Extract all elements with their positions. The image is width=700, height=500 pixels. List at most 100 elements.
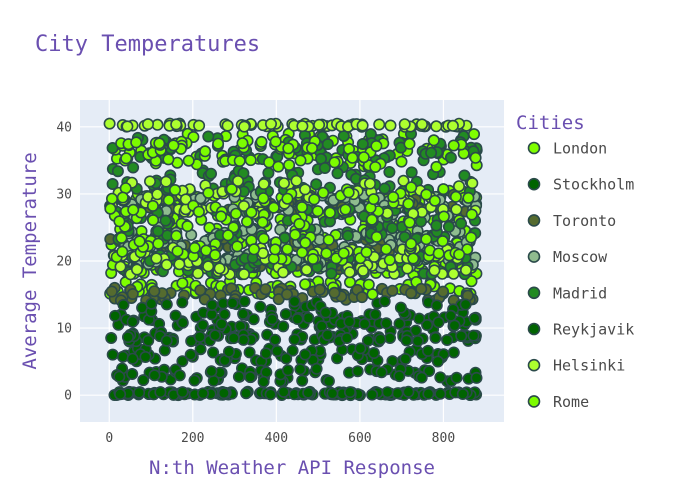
marker-reykjavik bbox=[240, 387, 253, 400]
marker-reykjavik bbox=[254, 300, 267, 313]
marker-rome bbox=[360, 246, 373, 259]
marker-stockholm bbox=[184, 348, 197, 361]
marker-helsinki bbox=[191, 267, 204, 280]
marker-rome bbox=[230, 207, 243, 220]
marker-helsinki bbox=[151, 188, 164, 201]
marker-reykjavik bbox=[302, 311, 315, 324]
marker-rome bbox=[420, 233, 433, 246]
marker-london bbox=[465, 275, 478, 288]
marker-reykjavik bbox=[441, 333, 454, 346]
marker-rome bbox=[405, 181, 418, 194]
marker-reykjavik bbox=[430, 299, 443, 312]
marker-reykjavik bbox=[117, 298, 130, 311]
marker-rome bbox=[357, 151, 370, 164]
marker-stockholm bbox=[421, 318, 434, 331]
marker-rome bbox=[436, 235, 449, 248]
marker-rome bbox=[367, 193, 380, 206]
marker-rome bbox=[295, 201, 308, 214]
marker-helsinki bbox=[179, 193, 192, 206]
marker-stockholm bbox=[421, 344, 434, 357]
marker-helsinki bbox=[221, 119, 234, 132]
marker-rome bbox=[323, 206, 336, 219]
marker-rome bbox=[369, 161, 382, 174]
marker-rome bbox=[305, 142, 318, 155]
marker-rome bbox=[167, 139, 180, 152]
marker-helsinki bbox=[144, 175, 157, 188]
marker-madrid bbox=[454, 217, 467, 230]
y-tick-label: 10 bbox=[56, 322, 72, 337]
marker-reykjavik bbox=[237, 333, 250, 346]
marker-stockholm bbox=[188, 374, 201, 387]
marker-madrid bbox=[405, 166, 418, 179]
marker-rome bbox=[202, 186, 215, 199]
marker-helsinki bbox=[193, 119, 206, 132]
marker-reykjavik bbox=[374, 333, 387, 346]
marker-rome bbox=[432, 247, 445, 260]
marker-reykjavik bbox=[266, 313, 279, 326]
marker-reykjavik bbox=[343, 315, 356, 328]
marker-stockholm bbox=[113, 370, 126, 383]
marker-reykjavik bbox=[340, 331, 353, 344]
marker-madrid bbox=[430, 219, 443, 232]
marker-rome bbox=[383, 254, 396, 267]
marker-helsinki bbox=[452, 180, 465, 193]
x-tick-label: 200 bbox=[181, 431, 204, 446]
marker-rome bbox=[289, 228, 302, 241]
y-tick-label: 30 bbox=[56, 187, 72, 202]
legend-item-helsinki: Helsinki bbox=[553, 357, 625, 375]
marker-reykjavik bbox=[193, 330, 206, 343]
marker-helsinki bbox=[356, 119, 369, 132]
marker-rome bbox=[293, 217, 306, 230]
marker-rome bbox=[465, 208, 478, 221]
marker-stockholm bbox=[322, 375, 335, 388]
marker-reykjavik bbox=[432, 316, 445, 329]
marker-toronto bbox=[126, 287, 139, 300]
marker-helsinki bbox=[213, 262, 226, 275]
marker-reykjavik bbox=[413, 312, 426, 325]
marker-reykjavik bbox=[391, 387, 404, 400]
marker-reykjavik bbox=[122, 331, 135, 344]
marker-stockholm bbox=[207, 346, 220, 359]
marker-stockholm bbox=[106, 348, 119, 361]
marker-rome bbox=[106, 192, 119, 205]
marker-rome bbox=[461, 243, 474, 256]
marker-reykjavik bbox=[459, 298, 472, 311]
marker-rome bbox=[281, 243, 294, 256]
legend-item-london: London bbox=[553, 140, 607, 158]
marker-madrid bbox=[458, 169, 471, 182]
marker-reykjavik bbox=[361, 334, 374, 347]
marker-stockholm bbox=[176, 355, 189, 368]
marker-helsinki bbox=[430, 120, 443, 133]
marker-toronto bbox=[405, 287, 418, 300]
marker-stockholm bbox=[431, 355, 444, 368]
marker-madrid bbox=[318, 162, 331, 175]
marker-reykjavik bbox=[448, 319, 461, 332]
marker-rome bbox=[308, 193, 321, 206]
marker-madrid bbox=[356, 138, 369, 151]
marker-helsinki bbox=[343, 266, 356, 279]
marker-stockholm bbox=[281, 364, 294, 377]
legend-marker-stockholm bbox=[527, 177, 541, 191]
marker-rome bbox=[162, 194, 175, 207]
marker-stockholm bbox=[257, 375, 270, 388]
marker-helsinki bbox=[160, 258, 173, 271]
marker-reykjavik bbox=[206, 298, 219, 311]
marker-rome bbox=[403, 216, 416, 229]
marker-helsinki bbox=[373, 118, 386, 131]
marker-rome bbox=[437, 183, 450, 196]
marker-reykjavik bbox=[381, 386, 394, 399]
marker-reykjavik bbox=[358, 317, 371, 330]
marker-rome bbox=[267, 201, 280, 214]
marker-london bbox=[176, 277, 189, 290]
marker-rome bbox=[269, 135, 282, 148]
marker-reykjavik bbox=[402, 385, 415, 398]
marker-helsinki bbox=[415, 118, 428, 131]
marker-helsinki bbox=[459, 264, 472, 277]
marker-london bbox=[467, 128, 480, 141]
chart-title: City Temperatures bbox=[35, 32, 260, 57]
marker-reykjavik bbox=[456, 387, 469, 400]
marker-stockholm bbox=[244, 370, 257, 383]
marker-stockholm bbox=[296, 374, 309, 387]
marker-reykjavik bbox=[109, 309, 122, 322]
marker-stockholm bbox=[126, 352, 139, 365]
